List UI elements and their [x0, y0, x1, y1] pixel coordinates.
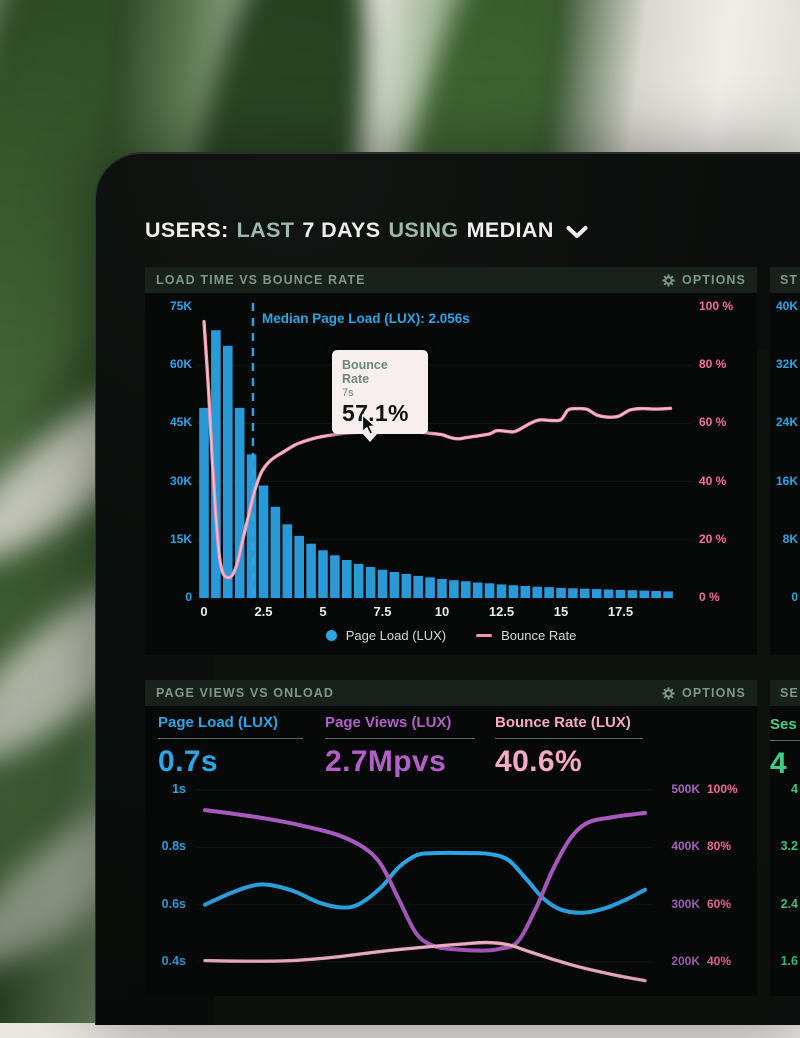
- median-page-load-label: Median Page Load (LUX): 2.056s: [262, 311, 470, 326]
- x-axis-tick: 2.5: [254, 604, 273, 619]
- scope-segment: MEDIAN: [466, 218, 554, 242]
- x-axis-tick: 10: [434, 604, 450, 619]
- views-axis-tick: 400K: [671, 839, 700, 854]
- y-axis-tick: 0: [185, 590, 192, 604]
- y-axis-tick: 0.6s: [161, 896, 186, 911]
- x-axis-tick: 0: [200, 604, 208, 619]
- kpi-label: Bounce Rate (LUX): [495, 714, 643, 739]
- load-time-bounce-chart[interactable]: [195, 297, 695, 603]
- x-axis-tick: 7.5: [373, 604, 392, 619]
- tooltip-value: 57.1%: [342, 400, 409, 426]
- bounce-axis-tick: 100%: [707, 782, 738, 796]
- views-axis-tick: 200K: [671, 953, 700, 968]
- y-axis-tick: 75K: [169, 299, 192, 313]
- views-axis-tick: 300K: [671, 896, 700, 911]
- side-top-axis-tick: 32K: [775, 357, 798, 372]
- y2-axis-tick: 20 %: [699, 531, 727, 546]
- chevron-down-icon: [566, 225, 588, 238]
- y-axis-tick: 45K: [169, 415, 192, 430]
- y-axis-tick: 15K: [169, 531, 192, 546]
- side-bottom-axis-tick: 2.4: [780, 896, 798, 911]
- side-panel-bottom-header: SE: [770, 680, 800, 706]
- kpi-label: Page Views (LUX): [325, 714, 475, 739]
- bounce-rate-tooltip: Bounce Rate 7s 57.1%: [332, 350, 428, 442]
- y-axis-tick: 30K: [169, 473, 192, 488]
- side-bottom-axis-tick: 1.6: [780, 953, 798, 968]
- mouse-cursor-icon: [361, 414, 376, 435]
- page-views-onload-chart[interactable]: [195, 783, 655, 995]
- side-panel-bottom-body: [770, 706, 800, 996]
- y2-axis-tick: 40 %: [699, 473, 727, 488]
- side-stat-label: Ses: [770, 716, 800, 741]
- panel-page-views-header: PAGE VIEWS VS ONLOAD OPTIONS: [145, 680, 757, 706]
- legend-dot-marker: [325, 630, 337, 641]
- x-axis-tick: 17.5: [607, 604, 634, 619]
- legend-item[interactable]: Bounce Rate: [476, 628, 576, 643]
- x-axis-tick: 12.5: [488, 604, 515, 619]
- legend-line-marker: [476, 633, 493, 638]
- dashboard-scope-dropdown[interactable]: USERS: LAST 7 DAYS USING MEDIAN: [145, 218, 588, 243]
- side-top-axis-tick: 8K: [782, 531, 798, 546]
- panel-page-views-title: PAGE VIEWS VS ONLOAD: [156, 686, 335, 700]
- legend-label: Bounce Rate: [501, 628, 577, 643]
- kpi-stat: Bounce Rate (LUX) 40.6%: [495, 714, 643, 779]
- side-panel-top-header: ST: [770, 267, 800, 293]
- options-label: OPTIONS: [682, 273, 746, 287]
- x-axis-tick: 15: [553, 604, 569, 619]
- side-top-axis-tick: 0: [791, 590, 798, 604]
- tooltip-title: Bounce Rate: [342, 358, 388, 386]
- y-axis-tick: 1s: [172, 782, 186, 796]
- tooltip-subtitle: 7s: [342, 387, 354, 399]
- panel-load-time-title: LOAD TIME VS BOUNCE RATE: [156, 273, 366, 287]
- side-panel-top-body: [770, 293, 800, 655]
- side-panel-top-title: ST: [780, 273, 799, 287]
- page-views-options-button[interactable]: OPTIONS: [662, 686, 746, 700]
- kpi-stat: Page Views (LUX) 2.7Mpvs: [325, 714, 475, 779]
- bounce-axis-tick: 80%: [707, 839, 732, 854]
- kpi-label: Page Load (LUX): [158, 714, 303, 739]
- side-top-axis-tick: 16K: [775, 473, 798, 488]
- side-stat-value: 4: [770, 747, 787, 780]
- scope-segment: LAST: [236, 218, 295, 242]
- y2-axis-tick: 0 %: [699, 590, 720, 604]
- side-top-axis-tick: 24K: [775, 415, 798, 430]
- kpi-value: 2.7Mpvs: [325, 745, 447, 778]
- y-axis-tick: 0.4s: [161, 953, 186, 968]
- scope-segment: USERS:: [145, 218, 229, 242]
- x-axis-tick: 5: [319, 604, 327, 619]
- bounce-axis-tick: 60%: [707, 896, 732, 911]
- side-top-axis-tick: 40K: [775, 299, 798, 313]
- side-bottom-axis-tick: 4: [791, 782, 798, 796]
- bounce-axis-tick: 40%: [707, 953, 732, 968]
- y2-axis-tick: 60 %: [699, 415, 727, 430]
- gear-icon: [662, 273, 675, 287]
- side-panel-bottom-title: SE: [780, 686, 799, 700]
- gear-icon: [662, 686, 675, 700]
- options-label: OPTIONS: [682, 686, 746, 700]
- kpi-value: 0.7s: [158, 745, 218, 778]
- legend-item[interactable]: Page Load (LUX): [325, 628, 447, 643]
- y-axis-tick: 60K: [169, 357, 192, 372]
- legend-label: Page Load (LUX): [345, 628, 447, 643]
- side-bottom-axis-tick: 3.2: [780, 839, 798, 854]
- scope-segment: 7 DAYS: [302, 218, 381, 242]
- kpi-value: 40.6%: [495, 745, 583, 778]
- y2-axis-tick: 100 %: [699, 299, 734, 313]
- chart-legend: Page Load (LUX) Bounce Rate: [145, 628, 757, 643]
- scope-segment: USING: [388, 218, 459, 242]
- y2-axis-tick: 80 %: [699, 357, 727, 372]
- kpi-stat: Page Load (LUX) 0.7s: [158, 714, 303, 779]
- load-time-options-button[interactable]: OPTIONS: [662, 273, 746, 287]
- panel-load-time-header: LOAD TIME VS BOUNCE RATE OPTIONS: [145, 267, 757, 293]
- y-axis-tick: 0.8s: [161, 839, 186, 854]
- views-axis-tick: 500K: [671, 782, 700, 796]
